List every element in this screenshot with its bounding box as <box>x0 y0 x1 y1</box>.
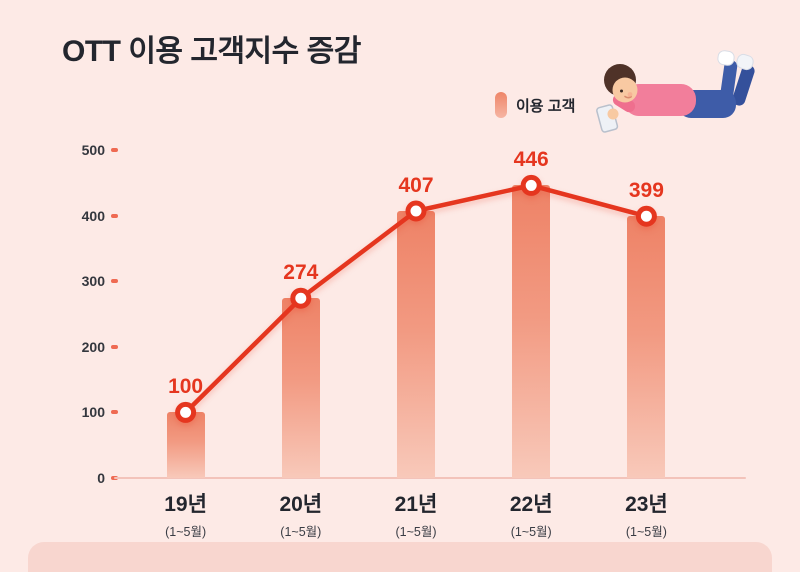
footer-strip <box>28 542 772 572</box>
bar <box>512 185 551 478</box>
x-axis: 19년 (1~5월) 20년 (1~5월) 21년 (1~5월) 22년 (1~5월) 23년 (… <box>128 488 704 540</box>
x-tick-label: 22년 <box>509 493 553 516</box>
y-tick-mark-icon <box>111 279 118 284</box>
x-tick-label: 20년 <box>279 493 323 516</box>
data-point-marker <box>635 205 657 227</box>
y-tick-value: 400 <box>81 207 105 224</box>
x-tick-sublabel: (1~5월) <box>165 525 207 539</box>
shirt-icon <box>624 84 696 116</box>
y-tick-value: 0 <box>97 470 105 486</box>
value-label: 399 <box>628 179 664 203</box>
y-tick-label: 400 <box>82 208 118 224</box>
legend-label: 이용 고객 <box>516 97 576 115</box>
y-tick-value: 500 <box>81 142 105 158</box>
value-label: 446 <box>513 148 549 172</box>
bar <box>281 298 320 478</box>
y-tick-label: 300 <box>82 273 118 289</box>
x-tick: 20년 (1~5월) <box>243 488 358 540</box>
x-tick: 22년 (1~5월) <box>474 488 589 540</box>
y-axis: 0 100 200 300 400 500 <box>50 142 118 486</box>
x-tick: 19년 (1~5월) <box>128 488 243 540</box>
bar <box>397 211 435 478</box>
y-tick-label: 200 <box>82 339 118 355</box>
value-label: 100 <box>168 375 204 399</box>
x-tick-sublabel: (1~5월) <box>510 525 552 539</box>
person-reading-phone-illustration <box>596 50 755 133</box>
data-point-marker <box>290 287 312 309</box>
x-tick-sublabel: (1~5월) <box>395 525 437 539</box>
y-tick-mark-icon <box>111 410 118 415</box>
page-title: OTT 이용 고객지수 증감 <box>62 35 361 68</box>
x-axis-baseline <box>114 477 746 479</box>
value-label: 274 <box>283 261 319 285</box>
x-tick: 21년 (1~5월) <box>358 488 473 540</box>
y-tick-value: 200 <box>81 338 105 355</box>
legend-bar-swatch-icon <box>495 92 507 118</box>
value-labels-layer: 100 274 407 446 399 <box>128 148 704 478</box>
legend: 이용 고객 <box>495 92 575 118</box>
line-layer <box>175 174 657 423</box>
x-tick-sublabel: (1~5월) <box>280 525 322 539</box>
data-point-marker <box>175 401 197 423</box>
head-icon <box>604 64 638 103</box>
y-tick-mark-icon <box>111 148 118 152</box>
data-point-marker <box>405 200 427 222</box>
data-point-marker <box>520 174 542 196</box>
y-tick-label: 500 <box>82 142 118 158</box>
x-tick-sublabel: (1~5월) <box>625 525 667 539</box>
x-tick: 23년 (1~5월) <box>589 488 704 540</box>
hand-icon <box>607 108 619 120</box>
bars-layer <box>128 150 704 478</box>
x-tick-label: 23년 <box>625 493 668 516</box>
bar <box>166 412 205 478</box>
y-tick-value: 100 <box>81 404 105 421</box>
plot-area: 100 274 407 446 399 <box>114 148 746 479</box>
y-tick-label: 100 <box>82 404 118 420</box>
y-tick-value: 300 <box>81 273 105 290</box>
y-tick-mark-icon <box>111 344 118 349</box>
x-tick-label: 21년 <box>394 493 438 516</box>
bar <box>627 216 666 478</box>
value-label: 407 <box>398 174 434 197</box>
y-tick-mark-icon <box>111 213 118 218</box>
x-tick-label: 19년 <box>164 493 207 516</box>
